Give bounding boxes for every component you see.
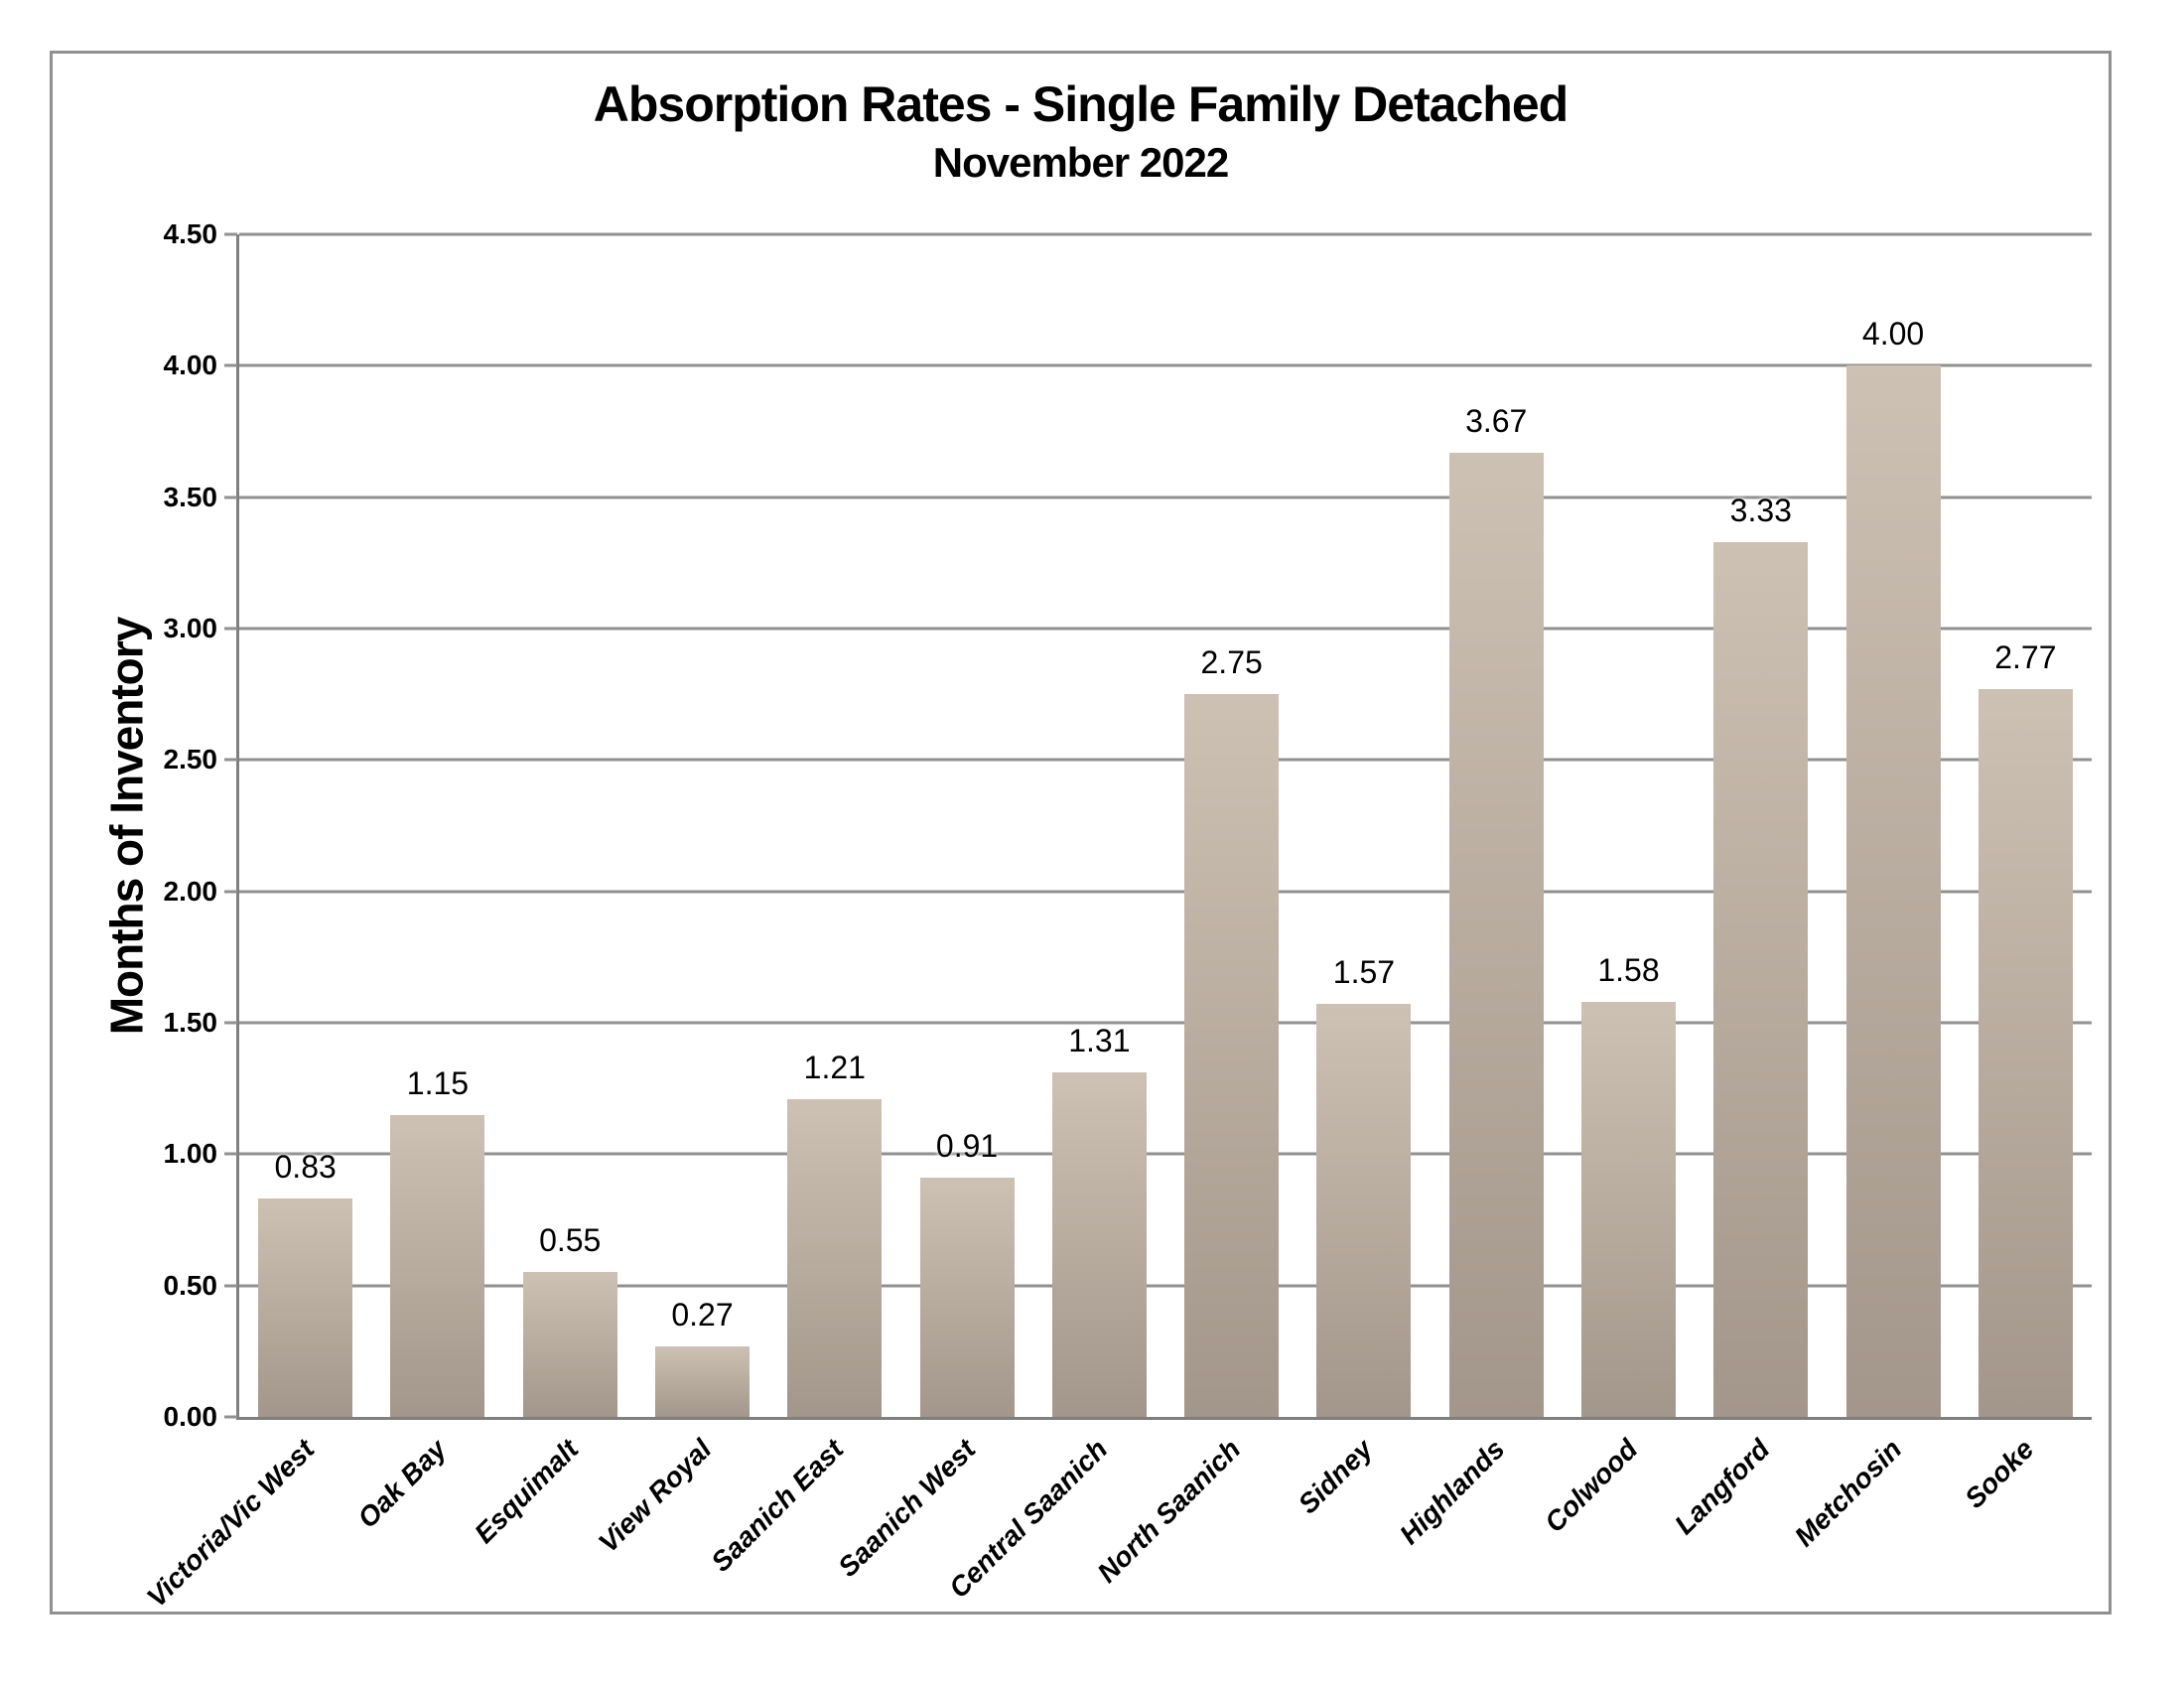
bar (919, 1178, 1015, 1417)
y-tick-mark (224, 890, 237, 894)
y-tick-label: 4.50 (163, 218, 218, 249)
bar (1845, 365, 1941, 1417)
y-tick-mark (224, 1021, 237, 1025)
chart-figure: Absorption Rates - Single Family Detache… (50, 51, 2112, 1615)
x-category-label: Langford (1668, 1433, 1776, 1541)
y-tick-label: 2.50 (163, 744, 218, 775)
bar (1448, 452, 1544, 1417)
y-tick-mark (224, 232, 237, 236)
bar (1051, 1072, 1147, 1417)
bar (1184, 694, 1280, 1417)
bar (390, 1114, 485, 1417)
gridline (239, 232, 2092, 236)
bar (1978, 688, 2073, 1417)
bar (522, 1272, 617, 1417)
bar-value-label: 0.27 (671, 1296, 734, 1333)
bar-value-label: 0.55 (539, 1222, 602, 1259)
x-category-label: Saanich East (705, 1433, 850, 1578)
bar-value-label: 2.77 (1994, 638, 2057, 675)
y-tick-label: 3.00 (163, 613, 218, 643)
bar (655, 1345, 750, 1417)
y-tick-label: 2.00 (163, 875, 218, 907)
bar-value-label: 1.58 (1597, 951, 1660, 988)
bar-value-label: 3.67 (1465, 402, 1528, 439)
y-tick-mark (224, 1415, 237, 1419)
bar (1581, 1001, 1676, 1417)
y-tick-mark (224, 363, 237, 367)
y-tick-mark (224, 1284, 237, 1288)
y-tick-label: 1.50 (163, 1007, 218, 1038)
y-tick-mark (224, 758, 237, 762)
bar-value-label: 3.33 (1729, 492, 1792, 528)
bar-value-label: 1.15 (406, 1064, 470, 1101)
gridline (239, 363, 2092, 367)
bar-value-label: 1.57 (1332, 954, 1396, 991)
y-axis-title: Months of Inventory (100, 617, 153, 1035)
bar-value-label: 0.91 (935, 1128, 999, 1165)
y-tick-label: 0.00 (163, 1401, 218, 1432)
chart-subtitle: November 2022 (932, 139, 1230, 186)
y-tick-label: 1.00 (163, 1138, 218, 1170)
bar (1316, 1004, 1412, 1417)
gridline (239, 1284, 2092, 1288)
y-tick-label: 3.50 (163, 481, 218, 512)
y-tick-label: 0.50 (163, 1269, 218, 1301)
bar-value-label: 2.75 (1200, 644, 1263, 681)
x-category-label: Victoria/Vic West (140, 1433, 321, 1614)
bar (787, 1098, 883, 1417)
bar-value-label: 1.31 (1068, 1023, 1131, 1059)
chart-title: Absorption Rates - Single Family Detache… (593, 76, 1569, 132)
y-tick-label: 4.00 (163, 350, 218, 381)
y-tick-mark (224, 627, 237, 631)
gridline (239, 890, 2092, 894)
plot-area: 0.00 0.50 1.00 1.50 2.00 2.50 3.00 3.50 4.00 4.50… (140, 220, 2092, 1613)
bar-value-label: 0.83 (274, 1149, 337, 1186)
gridline (239, 495, 2092, 499)
bar (1713, 541, 1809, 1417)
y-tick-mark (224, 1152, 237, 1156)
bar (258, 1198, 353, 1417)
bar-value-label: 4.00 (1861, 316, 1925, 352)
y-axis-title-wrap: Months of Inventory (67, 234, 186, 1417)
gridline (239, 1152, 2092, 1156)
gridline (239, 1021, 2092, 1025)
bar-value-label: 1.21 (803, 1049, 866, 1085)
gridline (239, 758, 2092, 762)
gridline (239, 627, 2092, 631)
y-tick-mark (224, 495, 237, 499)
